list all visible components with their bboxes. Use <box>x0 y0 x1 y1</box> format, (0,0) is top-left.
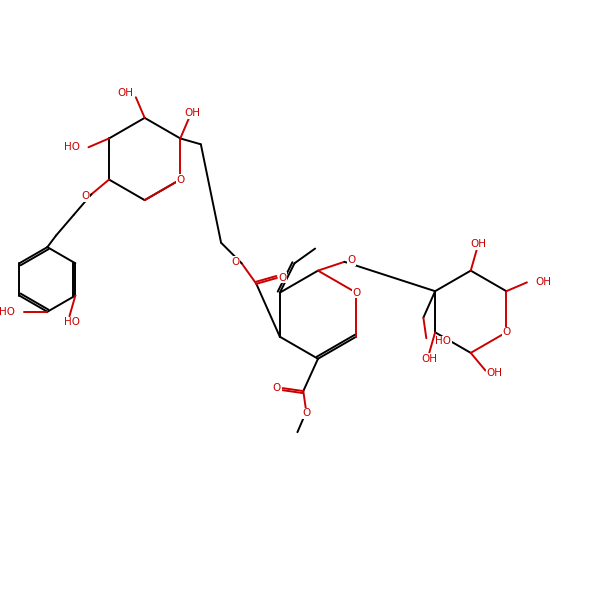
Text: OH: OH <box>184 108 200 118</box>
Text: HO: HO <box>435 336 451 346</box>
Text: HO: HO <box>64 142 80 152</box>
Text: OH: OH <box>470 239 487 249</box>
Text: O: O <box>278 273 287 283</box>
Text: O: O <box>352 287 360 298</box>
Text: OH: OH <box>421 354 437 364</box>
Text: O: O <box>302 409 310 418</box>
Text: O: O <box>347 255 356 265</box>
Text: HO: HO <box>0 307 15 317</box>
Text: OH: OH <box>117 88 133 98</box>
Text: O: O <box>82 191 89 201</box>
Text: O: O <box>502 328 511 337</box>
Text: O: O <box>176 175 184 185</box>
Text: O: O <box>273 383 281 393</box>
Text: OH: OH <box>486 368 502 379</box>
Text: OH: OH <box>536 277 552 287</box>
Text: O: O <box>232 257 240 266</box>
Text: HO: HO <box>64 317 80 327</box>
